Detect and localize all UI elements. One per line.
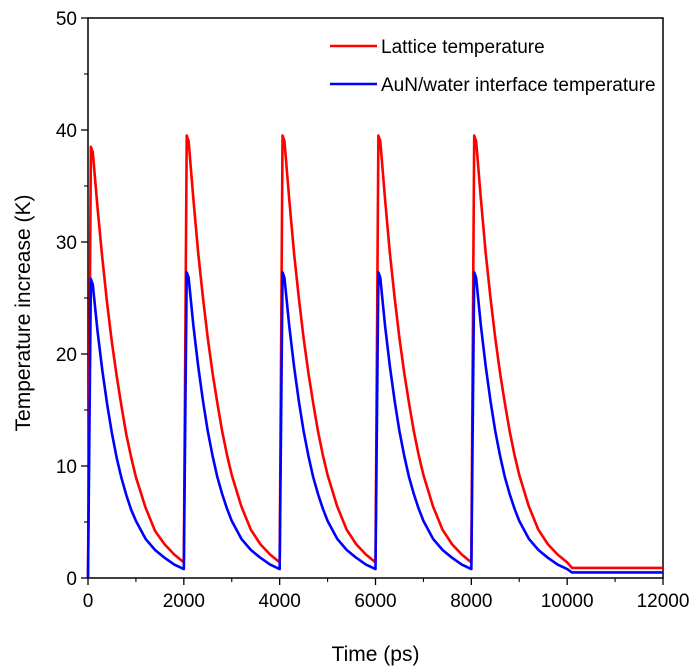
x-tick-label: 2000 (163, 591, 205, 612)
series-line-lattice (86, 134, 663, 579)
y-tick-label: 40 (56, 121, 77, 142)
y-tick-label: 50 (56, 9, 77, 30)
legend: Lattice temperature AuN/water interface t… (330, 37, 656, 96)
x-tick-label: 4000 (259, 591, 301, 612)
y-tick-label: 30 (56, 233, 77, 254)
x-tick-label: 12000 (637, 591, 690, 612)
x-tick-label: 6000 (354, 591, 396, 612)
series-line-interface (86, 270, 663, 579)
y-axis-title: Temperature increase (K) (12, 195, 35, 432)
x-axis-ticks: 0 2000 4000 6000 8000 10000 12000 (83, 578, 690, 612)
y-tick-label: 0 (66, 569, 77, 590)
y-axis-ticks: 0 10 20 30 40 50 (56, 9, 88, 590)
x-tick-label: 0 (83, 591, 94, 612)
series-layer (86, 134, 663, 579)
y-tick-label: 10 (56, 457, 77, 478)
x-tick-label: 8000 (450, 591, 492, 612)
plot-area: 0 2000 4000 6000 8000 10000 12000 0 10 20 30 40 50 (56, 9, 690, 612)
legend-label: AuN/water interface temperature (381, 75, 656, 96)
y-tick-label: 20 (56, 345, 77, 366)
x-axis-title: Time (ps) (332, 643, 420, 666)
legend-label: Lattice temperature (381, 37, 545, 58)
x-tick-label: 10000 (541, 591, 594, 612)
